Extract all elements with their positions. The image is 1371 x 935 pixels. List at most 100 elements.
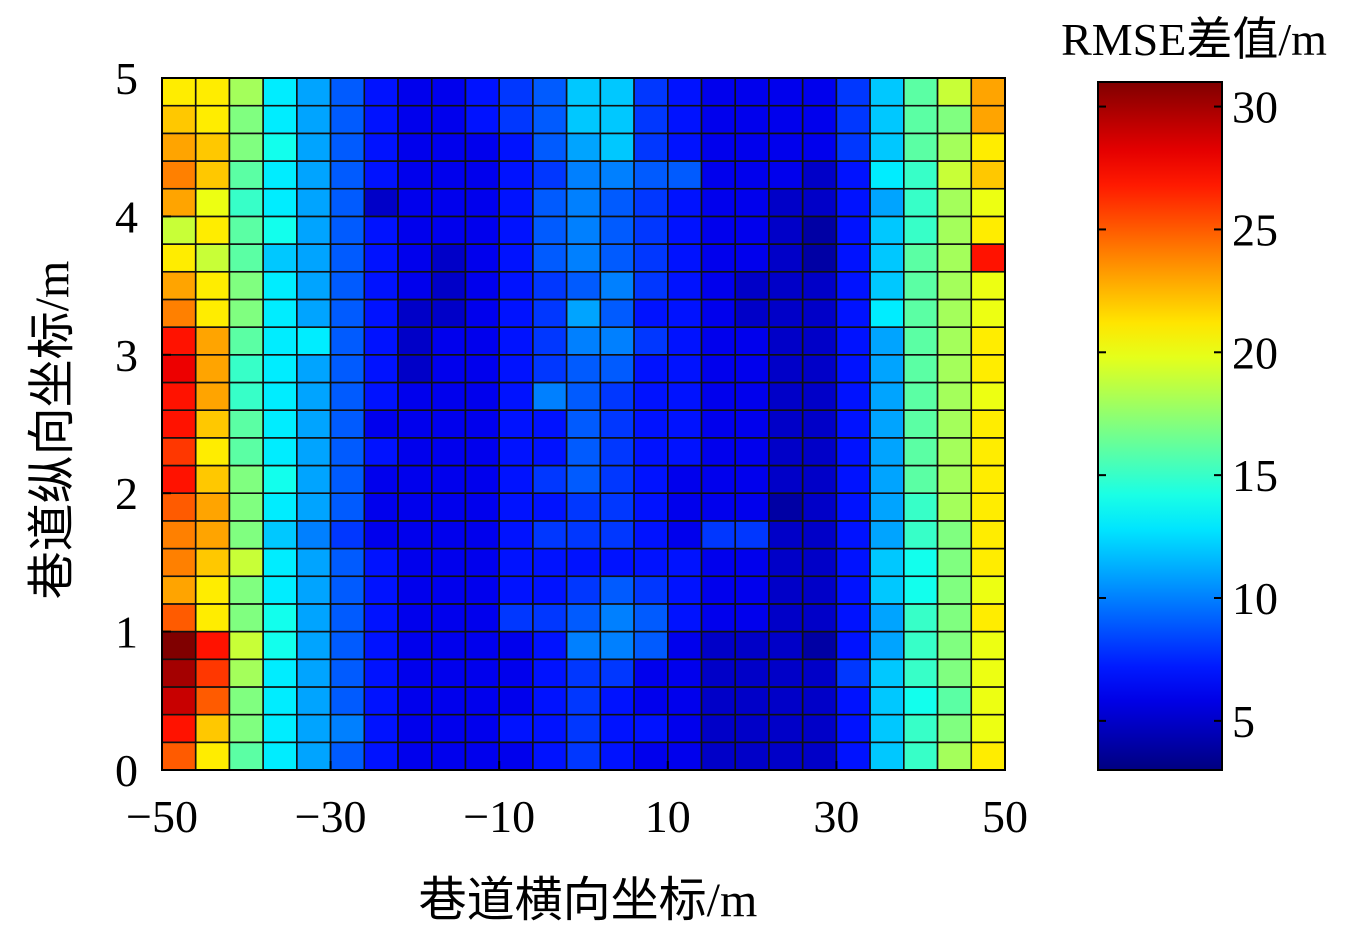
heatmap-cell — [161, 215, 197, 245]
heatmap-cell — [700, 547, 737, 578]
heatmap-cell — [397, 132, 433, 162]
heatmap-cell — [296, 437, 332, 467]
heatmap-cell — [734, 326, 770, 356]
heatmap-cell — [194, 603, 231, 633]
heatmap-cell — [835, 77, 871, 107]
heatmap-cell — [835, 492, 871, 522]
heatmap-cell — [430, 104, 467, 135]
heatmap-cell — [228, 630, 264, 661]
heatmap-cell — [700, 686, 737, 716]
heatmap-cell — [936, 658, 973, 688]
heatmap-cell — [464, 603, 501, 633]
heatmap-cell — [666, 492, 703, 522]
heatmap-cell — [734, 547, 770, 578]
heatmap-cell — [936, 686, 973, 716]
heatmap-cell — [599, 547, 635, 578]
heatmap-cell — [801, 104, 838, 135]
heatmap-cell — [296, 686, 332, 716]
heatmap-cell — [296, 298, 332, 328]
heatmap-cell — [329, 603, 366, 633]
heatmap-cell — [768, 132, 804, 162]
heatmap-cell — [262, 520, 298, 550]
heatmap-cell — [734, 270, 770, 301]
heatmap-cell — [363, 464, 399, 494]
heatmap-cell — [329, 575, 366, 605]
heatmap-cell — [565, 270, 602, 301]
heatmap-cell — [666, 77, 703, 107]
heatmap-cell — [262, 464, 298, 494]
heatmap-cell — [936, 409, 973, 439]
heatmap-cell — [397, 575, 433, 605]
heatmap-cell — [970, 215, 1006, 245]
heatmap-cell — [464, 77, 501, 107]
heatmap-cell — [700, 160, 737, 190]
x-tick-label: −30 — [295, 791, 367, 842]
heatmap-cell — [633, 741, 669, 771]
heatmap-cell — [532, 741, 568, 771]
heatmap-cell — [194, 658, 231, 688]
heatmap-cell — [161, 326, 197, 356]
heatmap-cell — [700, 104, 737, 135]
heatmap-cell — [666, 630, 703, 661]
heatmap-cell — [161, 243, 197, 273]
heatmap-cell — [194, 77, 231, 107]
x-tick-label: −50 — [126, 791, 198, 842]
heatmap-cell — [296, 77, 332, 107]
heatmap-cell — [498, 298, 534, 328]
heatmap-cell — [768, 77, 804, 107]
heatmap-cell — [329, 630, 366, 661]
heatmap-cell — [228, 187, 264, 218]
heatmap-cell — [329, 243, 366, 273]
heatmap-cell — [397, 658, 433, 688]
heatmap-cell — [565, 520, 602, 550]
heatmap-cell — [430, 464, 467, 494]
colorbar-tick-label: 20 — [1232, 327, 1278, 378]
heatmap-cell — [329, 658, 366, 688]
heatmap-cell — [599, 381, 635, 411]
heatmap-cell — [970, 492, 1006, 522]
heatmap-cell — [633, 520, 669, 550]
heatmap-cell — [869, 409, 905, 439]
heatmap-cell — [666, 353, 703, 384]
heatmap-cell — [363, 547, 399, 578]
heatmap-cell — [734, 243, 770, 273]
heatmap-cell — [734, 437, 770, 467]
heatmap-cell — [801, 741, 838, 771]
heatmap-cell — [329, 353, 366, 384]
heatmap-cell — [363, 326, 399, 356]
heatmap-cell — [161, 77, 197, 107]
heatmap-cell — [936, 713, 973, 744]
heatmap-cell — [296, 215, 332, 245]
heatmap-cell — [363, 381, 399, 411]
heatmap-cell — [161, 353, 197, 384]
heatmap-cell — [599, 603, 635, 633]
heatmap-cell — [801, 658, 838, 688]
heatmap-cell — [970, 270, 1006, 301]
heatmap-cell — [430, 381, 467, 411]
x-tick-label: −10 — [463, 791, 535, 842]
heatmap-cell — [228, 381, 264, 411]
heatmap-cell — [869, 298, 905, 328]
heatmap-cell — [228, 104, 264, 135]
heatmap-cell — [666, 741, 703, 771]
heatmap-cell — [228, 243, 264, 273]
heatmap-cell — [397, 741, 433, 771]
heatmap-cell — [936, 492, 973, 522]
heatmap-cell — [430, 575, 467, 605]
heatmap-cell — [329, 77, 366, 107]
heatmap-cell — [397, 187, 433, 218]
heatmap-cell — [869, 132, 905, 162]
heatmap-cell — [363, 686, 399, 716]
heatmap-cell — [363, 603, 399, 633]
heatmap-cell — [970, 603, 1006, 633]
heatmap-cell — [194, 547, 231, 578]
heatmap-cell — [700, 243, 737, 273]
heatmap-cell — [430, 215, 467, 245]
heatmap-cell — [633, 686, 669, 716]
heatmap-cell — [430, 77, 467, 107]
heatmap-cell — [363, 437, 399, 467]
heatmap-cell — [599, 326, 635, 356]
heatmap-cell — [970, 520, 1006, 550]
heatmap-cell — [599, 713, 635, 744]
heatmap-cell — [700, 603, 737, 633]
